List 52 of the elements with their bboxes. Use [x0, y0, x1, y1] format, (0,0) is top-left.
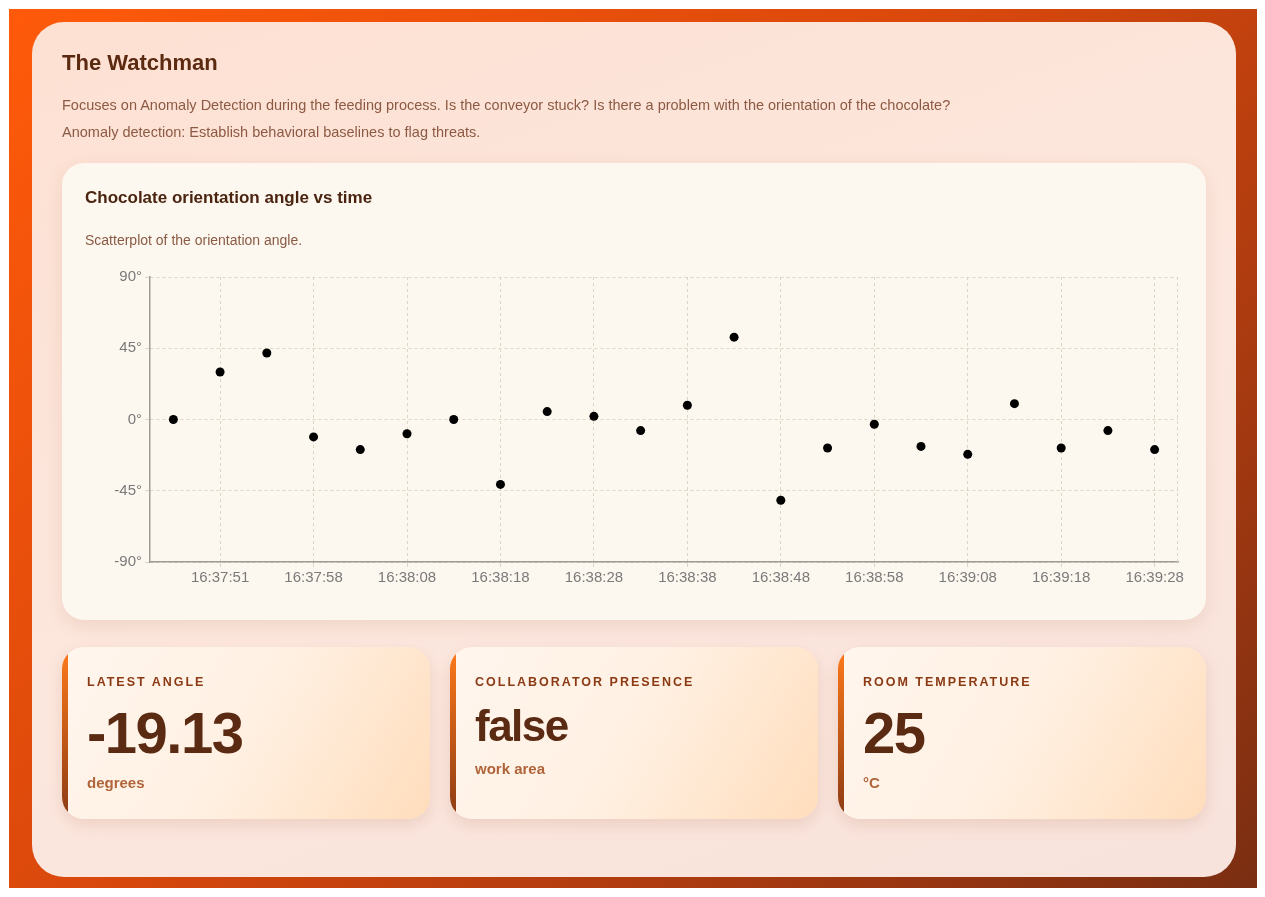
point	[1056, 443, 1066, 453]
text: °C	[863, 773, 881, 793]
y-tick-label: 90°	[119, 267, 142, 285]
point	[682, 400, 692, 410]
x-tick-label: 16:37:51	[190, 568, 250, 586]
point	[262, 348, 272, 358]
point	[729, 332, 739, 342]
point	[495, 479, 505, 489]
point	[869, 419, 879, 429]
point	[402, 429, 412, 439]
x-tick-label: 16:38:58	[845, 568, 904, 586]
x-tick-label: 16:38:18	[471, 568, 530, 586]
text: Anomaly detection: Establish behavioral baselines to flag threats.	[62, 123, 482, 142]
point	[449, 415, 459, 424]
y-tick-label: 45°	[119, 338, 142, 356]
x-tick-label: 16:38:08	[377, 568, 437, 586]
x-tick-label: 16:39:18	[1031, 568, 1091, 586]
point	[636, 426, 646, 436]
y-tick-label: -45°	[114, 480, 142, 498]
point	[1009, 399, 1019, 409]
point	[963, 449, 973, 459]
point	[542, 407, 552, 417]
text: COLLABORATOR PRESENCE	[475, 674, 696, 690]
point	[168, 415, 178, 424]
text: Focuses on Anomaly Detection during the feeding process. Is the conveyor stuck? Is there a problem with the orientation of the chocolate?	[62, 96, 952, 115]
x-tick-label: 16:38:28	[564, 568, 624, 586]
text: degrees	[87, 773, 146, 793]
point	[823, 443, 833, 453]
point	[309, 432, 319, 442]
text: The Watchman	[62, 49, 219, 77]
point	[355, 445, 365, 455]
y-tick-label: -90°	[114, 552, 142, 570]
x-tick-label: 16:37:58	[284, 568, 343, 586]
text: 25	[863, 700, 926, 765]
x-tick-label: 16:39:08	[938, 568, 997, 586]
point	[1150, 445, 1160, 455]
x-tick-label: 16:38:48	[751, 568, 811, 586]
text: ROOM TEMPERATURE	[863, 674, 1033, 690]
text: false	[475, 701, 569, 750]
chart-title: Chocolate orientation angle vs time	[85, 187, 374, 209]
x-tick-label: 16:38:38	[658, 568, 717, 586]
y-tick-label: 0°	[127, 409, 142, 427]
text: -19.13	[87, 700, 244, 765]
point	[1103, 426, 1113, 436]
point	[589, 411, 599, 421]
point	[776, 495, 786, 505]
point	[916, 441, 926, 451]
point	[215, 367, 225, 377]
x-tick-label: 16:39:28	[1125, 568, 1184, 586]
chart-subtitle: Scatterplot of the orientation angle.	[85, 231, 304, 250]
text: work area	[475, 759, 547, 779]
text: LATEST ANGLE	[87, 674, 207, 690]
